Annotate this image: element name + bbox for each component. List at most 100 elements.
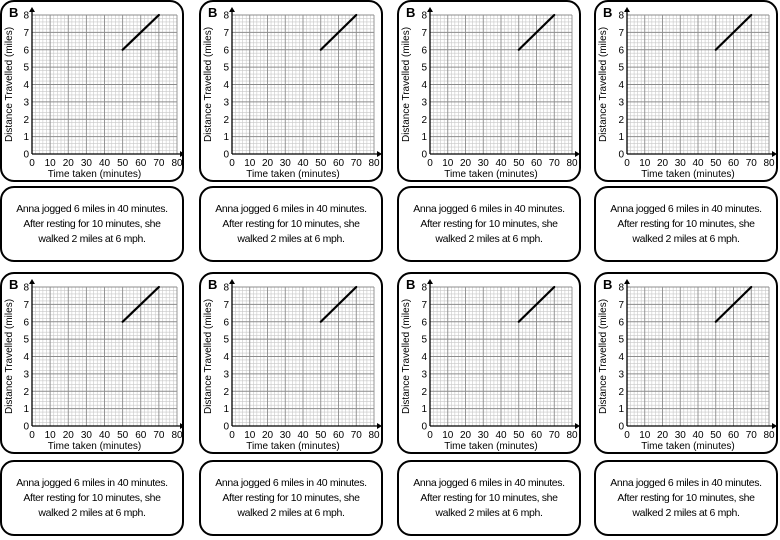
x-tick-label: 80: [368, 158, 380, 169]
distance-time-graph: 0 10 20 30 40 50 60 70 80 0 1 2 3 4 5 6 7 8 Time taken (mi…: [401, 279, 579, 452]
y-tick-label: 7: [618, 28, 624, 39]
y-tick-label: 8: [223, 11, 229, 22]
data-line-segment: [319, 285, 358, 323]
description-line: After resting for 10 minutes, she: [617, 217, 755, 230]
description-card: Anna jogged 6 miles in 40 minutes. After …: [594, 186, 778, 262]
y-tick-label: 1: [223, 132, 229, 143]
graph-card: B 0 10 20 30 40 50 60 70 80 0 1 2 3 4 5 6 7 8 Time taken (m…: [0, 0, 184, 182]
x-tick-label: 10: [244, 430, 256, 441]
y-tick-label: 2: [618, 387, 624, 398]
y-tick-label: 1: [23, 404, 29, 415]
card-label: B: [406, 277, 416, 292]
y-axis-label: Distance Travelled (miles): [203, 299, 214, 414]
y-tick-label: 3: [223, 369, 229, 380]
description-text: Anna jogged 6 miles in 40 minutes. After …: [14, 476, 170, 521]
y-tick-label: 4: [223, 352, 229, 363]
x-tick-label: 10: [442, 430, 454, 441]
data-line-segment: [517, 285, 556, 323]
x-tick-label: 20: [262, 158, 274, 169]
y-tick-label: 4: [421, 80, 427, 91]
y-tick-label: 2: [223, 387, 229, 398]
y-axis-arrow: [29, 7, 35, 12]
x-tick-label: 20: [460, 430, 472, 441]
x-axis-label: Time taken (minutes): [48, 441, 142, 452]
x-tick-label: 20: [262, 430, 274, 441]
description-line: walked 2 miles at 6 mph.: [38, 232, 146, 245]
y-tick-label: 1: [23, 132, 29, 143]
y-tick-label: 2: [23, 115, 29, 126]
y-tick-label: 1: [618, 132, 624, 143]
x-tick-label: 10: [244, 158, 256, 169]
y-tick-label: 5: [223, 335, 229, 346]
x-axis-label: Time taken (minutes): [641, 441, 735, 452]
y-axis-label: Distance Travelled (miles): [401, 299, 412, 414]
y-tick-label: 3: [421, 369, 427, 380]
graph-card: B 0 10 20 30 40 50 60 70 80 0 1 2 3 4 5 6 7 8 Time taken (m…: [594, 272, 778, 454]
y-tick-label: 6: [23, 317, 29, 328]
y-tick-label: 0: [421, 150, 427, 161]
x-axis-arrow: [180, 423, 182, 429]
x-tick-label: 70: [351, 158, 363, 169]
y-axis-label: Distance Travelled (miles): [4, 27, 15, 142]
x-axis-arrow: [575, 423, 579, 429]
y-axis-arrow: [29, 279, 35, 284]
x-tick-label: 30: [280, 158, 292, 169]
y-axis-arrow: [229, 7, 235, 12]
x-tick-label: 70: [549, 158, 561, 169]
y-tick-label: 7: [23, 300, 29, 311]
y-tick-label: 6: [421, 45, 427, 56]
y-tick-label: 8: [618, 283, 624, 294]
x-tick-label: 30: [675, 430, 687, 441]
y-tick-label: 5: [23, 335, 29, 346]
x-tick-label: 0: [229, 158, 235, 169]
description-text: Anna jogged 6 miles in 40 minutes. After …: [213, 202, 369, 247]
y-tick-label: 0: [23, 422, 29, 433]
x-tick-label: 30: [478, 158, 490, 169]
data-line-segment: [121, 285, 160, 323]
y-tick-label: 8: [421, 11, 427, 22]
x-tick-label: 50: [117, 158, 129, 169]
x-tick-label: 70: [746, 430, 758, 441]
description-line: walked 2 miles at 6 mph.: [237, 232, 345, 245]
y-tick-label: 8: [618, 11, 624, 22]
x-tick-label: 30: [675, 158, 687, 169]
x-tick-label: 0: [624, 158, 630, 169]
y-tick-label: 1: [223, 404, 229, 415]
x-tick-label: 30: [81, 158, 93, 169]
description-line: walked 2 miles at 6 mph.: [435, 232, 543, 245]
x-tick-label: 80: [171, 158, 183, 169]
graph-card: B 0 10 20 30 40 50 60 70 80 0 1 2 3 4 5 6 7 8 Time taken (m…: [594, 0, 778, 182]
y-tick-label: 1: [421, 132, 427, 143]
x-tick-label: 0: [29, 158, 35, 169]
distance-time-graph: 0 10 20 30 40 50 60 70 80 0 1 2 3 4 5 6 7 8 Time taken (mi…: [598, 7, 776, 180]
description-line: Anna jogged 6 miles in 40 minutes.: [610, 476, 762, 489]
y-tick-label: 3: [23, 97, 29, 108]
x-tick-label: 40: [99, 430, 111, 441]
y-tick-label: 5: [223, 63, 229, 74]
description-line: walked 2 miles at 6 mph.: [632, 232, 740, 245]
y-tick-label: 2: [618, 115, 624, 126]
x-tick-label: 70: [351, 430, 363, 441]
x-axis-arrow: [377, 151, 381, 157]
card-label: B: [603, 277, 613, 292]
y-tick-label: 6: [223, 45, 229, 56]
y-tick-label: 0: [23, 150, 29, 161]
description-text: Anna jogged 6 miles in 40 minutes. After …: [411, 476, 567, 521]
graph-card: B 0 10 20 30 40 50 60 70 80 0 1 2 3 4 5 6 7 8 Time taken (m…: [199, 0, 383, 182]
x-tick-label: 20: [460, 158, 472, 169]
x-tick-label: 40: [495, 158, 507, 169]
y-axis-arrow: [624, 7, 630, 12]
y-tick-label: 3: [618, 97, 624, 108]
x-tick-label: 50: [710, 430, 722, 441]
y-tick-label: 7: [421, 28, 427, 39]
y-tick-label: 5: [618, 335, 624, 346]
description-line: Anna jogged 6 miles in 40 minutes.: [16, 476, 168, 489]
x-axis-label: Time taken (minutes): [246, 169, 340, 180]
x-tick-label: 80: [171, 430, 183, 441]
x-tick-label: 40: [297, 158, 309, 169]
x-tick-label: 0: [427, 430, 433, 441]
y-axis-label: Distance Travelled (miles): [401, 27, 412, 142]
description-card: Anna jogged 6 miles in 40 minutes. After …: [199, 186, 383, 262]
description-line: After resting for 10 minutes, she: [222, 217, 360, 230]
y-axis-label: Distance Travelled (miles): [598, 299, 609, 414]
